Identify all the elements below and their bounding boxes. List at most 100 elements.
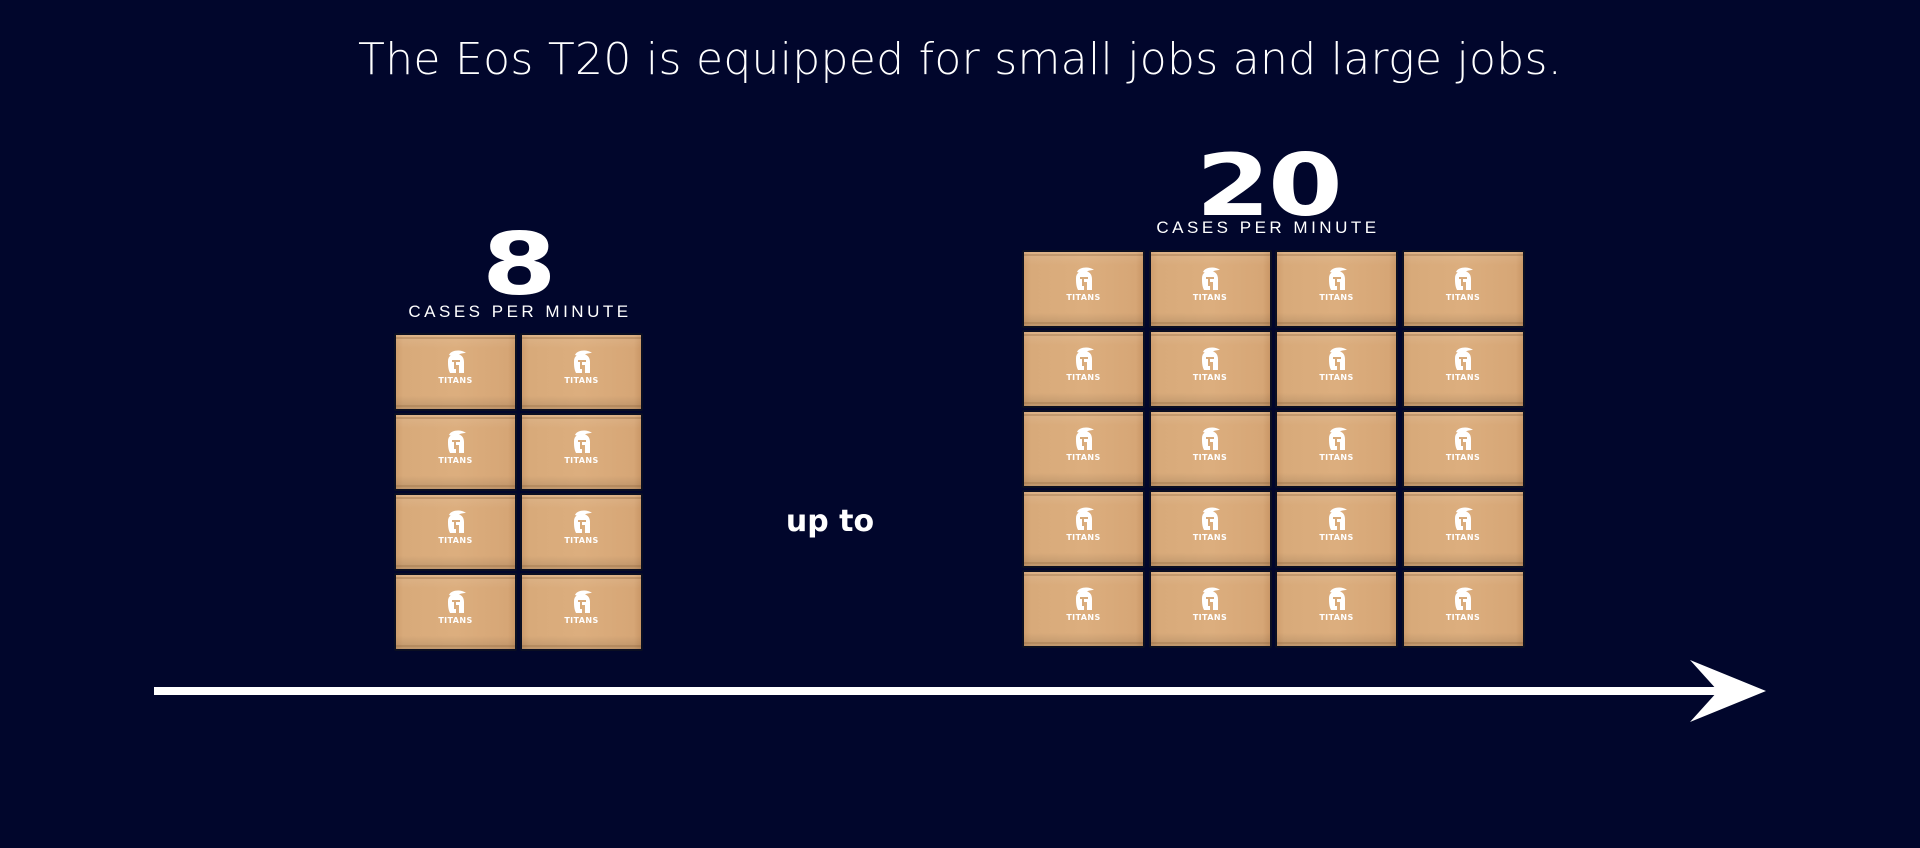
box-logo-text: TITANS bbox=[1319, 293, 1354, 302]
box-logo: TITANS bbox=[1441, 346, 1485, 382]
shipping-box: TITANS bbox=[1401, 250, 1525, 328]
shipping-box: TITANS bbox=[520, 573, 643, 651]
spartan-helmet-icon bbox=[1328, 347, 1347, 370]
spartan-helmet-icon bbox=[1075, 347, 1094, 370]
spartan-helmet-icon bbox=[573, 510, 592, 533]
spartan-helmet-icon bbox=[1202, 507, 1220, 530]
box-logo-text: TITANS bbox=[1445, 373, 1481, 382]
spartan-helmet-icon bbox=[1328, 587, 1347, 610]
arrow-right-icon bbox=[154, 660, 1766, 722]
box-logo: TITANS bbox=[560, 509, 604, 545]
shipping-box: TITANS bbox=[394, 493, 517, 571]
shipping-box: TITANS bbox=[1275, 410, 1398, 488]
box-logo: TITANS bbox=[560, 429, 604, 465]
large-job-box-stack: TITANS TITANS TITANS TITANS TITANS TITANS TITA… bbox=[1022, 250, 1528, 650]
box-logo-text: TITANS bbox=[1066, 613, 1101, 622]
headline: The Eos T20 is equipped for small jobs a… bbox=[358, 34, 1562, 85]
box-logo-text: TITANS bbox=[564, 536, 599, 545]
box-logo: TITANS bbox=[434, 429, 478, 465]
shipping-box: TITANS bbox=[1022, 250, 1145, 328]
box-logo: TITANS bbox=[1188, 346, 1232, 382]
arrow-shaft bbox=[154, 687, 1724, 695]
box-logo: TITANS bbox=[1315, 266, 1359, 302]
box-logo: TITANS bbox=[1062, 426, 1106, 462]
box-logo-text: TITANS bbox=[1066, 373, 1101, 382]
box-logo: TITANS bbox=[1441, 266, 1485, 302]
up-to-label: up to bbox=[785, 504, 875, 539]
spartan-helmet-icon bbox=[1455, 427, 1473, 450]
small-job-unit-label: CASES PER MINUTE bbox=[408, 302, 632, 321]
spartan-helmet-icon bbox=[1455, 587, 1473, 610]
box-logo: TITANS bbox=[434, 509, 478, 545]
box-logo-text: TITANS bbox=[1319, 533, 1354, 542]
shipping-box: TITANS bbox=[1401, 330, 1525, 408]
box-logo-text: TITANS bbox=[1319, 453, 1354, 462]
box-logo-text: TITANS bbox=[564, 456, 599, 465]
box-logo-text: TITANS bbox=[564, 376, 599, 385]
box-logo-text: TITANS bbox=[438, 536, 473, 545]
box-logo: TITANS bbox=[1062, 506, 1106, 542]
spartan-helmet-icon bbox=[1202, 347, 1220, 370]
shipping-box: TITANS bbox=[1022, 410, 1145, 488]
shipping-box: TITANS bbox=[520, 493, 643, 571]
box-logo-text: TITANS bbox=[1066, 533, 1101, 542]
shipping-box: TITANS bbox=[1148, 250, 1272, 328]
spartan-helmet-icon bbox=[573, 590, 592, 613]
box-logo: TITANS bbox=[1441, 426, 1485, 462]
box-logo-text: TITANS bbox=[1192, 533, 1228, 542]
box-logo-text: TITANS bbox=[1192, 373, 1228, 382]
shipping-box: TITANS bbox=[1022, 330, 1145, 408]
box-logo-text: TITANS bbox=[1319, 373, 1354, 382]
shipping-box: TITANS bbox=[1148, 570, 1272, 648]
box-logo-text: TITANS bbox=[1192, 293, 1228, 302]
spartan-helmet-icon bbox=[1328, 267, 1347, 290]
box-logo: TITANS bbox=[1315, 506, 1359, 542]
box-logo: TITANS bbox=[434, 349, 478, 385]
box-logo-text: TITANS bbox=[1445, 293, 1481, 302]
shipping-box: TITANS bbox=[1148, 410, 1272, 488]
box-logo: TITANS bbox=[1188, 266, 1232, 302]
box-logo: TITANS bbox=[1062, 586, 1106, 622]
shipping-box: TITANS bbox=[520, 333, 643, 411]
spartan-helmet-icon bbox=[447, 430, 466, 453]
spartan-helmet-icon bbox=[1455, 347, 1473, 370]
shipping-box: TITANS bbox=[1401, 570, 1525, 648]
box-logo-text: TITANS bbox=[1192, 613, 1228, 622]
box-logo-text: TITANS bbox=[1445, 533, 1481, 542]
shipping-box: TITANS bbox=[1275, 570, 1398, 648]
box-logo-text: TITANS bbox=[1066, 453, 1101, 462]
large-job-rate: 20 bbox=[1195, 136, 1343, 236]
spartan-helmet-icon bbox=[1455, 267, 1473, 290]
shipping-box: TITANS bbox=[520, 413, 643, 491]
shipping-box: TITANS bbox=[1275, 330, 1398, 408]
shipping-box: TITANS bbox=[1275, 490, 1398, 568]
box-logo-text: TITANS bbox=[1192, 453, 1228, 462]
spartan-helmet-icon bbox=[1202, 427, 1220, 450]
spartan-helmet-icon bbox=[573, 350, 592, 373]
shipping-box: TITANS bbox=[1275, 250, 1398, 328]
small-job-box-stack: TITANS TITANS TITANS TITANS TITANS TITANS TITA… bbox=[394, 333, 646, 653]
box-logo-text: TITANS bbox=[438, 616, 473, 625]
box-logo: TITANS bbox=[1188, 586, 1232, 622]
box-logo: TITANS bbox=[1188, 506, 1232, 542]
spartan-helmet-icon bbox=[1075, 587, 1094, 610]
spartan-helmet-icon bbox=[1328, 427, 1347, 450]
shipping-box: TITANS bbox=[1022, 570, 1145, 648]
box-logo: TITANS bbox=[1441, 586, 1485, 622]
box-logo-text: TITANS bbox=[564, 616, 599, 625]
shipping-box: TITANS bbox=[1401, 490, 1525, 568]
box-logo-text: TITANS bbox=[438, 456, 473, 465]
small-job-rate: 8 bbox=[481, 215, 557, 315]
box-logo: TITANS bbox=[560, 589, 604, 625]
box-logo: TITANS bbox=[560, 349, 604, 385]
box-logo: TITANS bbox=[1062, 346, 1106, 382]
shipping-box: TITANS bbox=[1148, 490, 1272, 568]
spartan-helmet-icon bbox=[1202, 267, 1220, 290]
spartan-helmet-icon bbox=[1455, 507, 1473, 530]
shipping-box: TITANS bbox=[394, 573, 517, 651]
box-logo-text: TITANS bbox=[1445, 613, 1481, 622]
spartan-helmet-icon bbox=[1202, 587, 1220, 610]
arrow-head bbox=[1690, 660, 1766, 722]
spartan-helmet-icon bbox=[447, 590, 466, 613]
